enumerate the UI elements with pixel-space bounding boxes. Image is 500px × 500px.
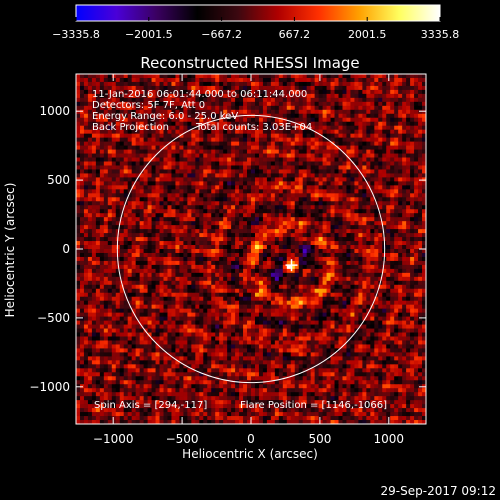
y-tick-label: −500 [37, 311, 70, 325]
y-tick-label: −1000 [29, 380, 70, 394]
x-tick-label: 1000 [374, 432, 405, 446]
chart-title: Reconstructed RHESSI Image [140, 54, 359, 72]
y-axis-label: Heliocentric Y (arcsec) [3, 183, 17, 318]
colorbar-tick-label: −2001.5 [125, 28, 173, 41]
solar-limb-circle [116, 114, 386, 384]
plot-area [75, 73, 427, 425]
x-tick-label: −1000 [93, 432, 134, 446]
heatmap-cells [76, 74, 426, 424]
colorbar-tick-label: 667.2 [279, 28, 311, 41]
x-axis-label: Heliocentric X (arcsec) [182, 447, 318, 461]
x-tick-label: 500 [308, 432, 331, 446]
annotation-time-range: 11-Jan-2016 06:01:44.000 to 06:11:44.000 [92, 89, 307, 100]
flare-marker [285, 259, 298, 272]
colorbar-tick-label: −3335.8 [52, 28, 100, 41]
annotation-energy: Energy Range: 6.0 - 25.0 keV [92, 111, 238, 122]
colorbar-tick-label: 2001.5 [348, 28, 387, 41]
annotations: 11-Jan-2016 06:01:44.000 to 06:11:44.000… [92, 89, 387, 411]
colorbar-tick-label: −667.2 [201, 28, 242, 41]
annotation-flare-position: Flare Position = [1146,-1066] [240, 400, 387, 411]
x-tick-labels: −1000 −500 0 500 1000 [93, 432, 404, 446]
x-tick-label: −500 [166, 432, 199, 446]
colorbar-gradient [75, 4, 441, 22]
annotation-method: Back Projection [92, 122, 169, 133]
y-tick-label: 0 [62, 242, 70, 256]
axis-ticks [76, 74, 426, 424]
annotation-detectors: Detectors: 5F 7F, Att 0 [92, 100, 205, 111]
colorbar-tick-label: 3335.8 [421, 28, 460, 41]
y-tick-label: 1000 [39, 104, 70, 118]
y-tick-label: 500 [47, 173, 70, 187]
colorbar: −3335.8 −2001.5 −667.2 667.2 2001.5 3335.8 [52, 4, 459, 41]
y-tick-labels: −1000 −500 0 500 1000 [29, 104, 70, 394]
annotation-spin-axis: Spin Axis = [294,-117] [94, 400, 207, 411]
annotation-counts: Total counts: 3.03E+04 [195, 122, 312, 133]
footer-timestamp: 29-Sep-2017 09:12 [381, 484, 496, 498]
colorbar-ticks: −3335.8 −2001.5 −667.2 667.2 2001.5 3335.8 [52, 17, 459, 41]
x-tick-label: 0 [247, 432, 255, 446]
